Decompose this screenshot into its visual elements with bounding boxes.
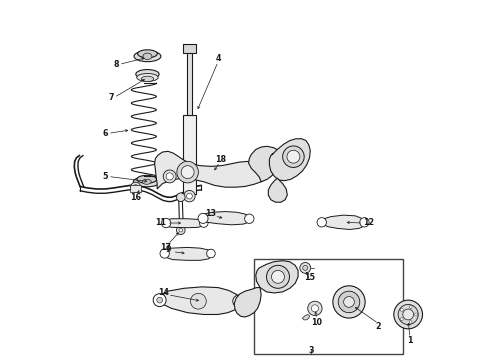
Polygon shape — [200, 212, 250, 225]
Ellipse shape — [141, 76, 154, 82]
Circle shape — [267, 265, 290, 288]
Circle shape — [187, 193, 192, 199]
Circle shape — [360, 218, 369, 227]
Text: 17: 17 — [160, 243, 171, 252]
Bar — [183, 116, 196, 194]
Polygon shape — [270, 139, 310, 181]
Circle shape — [271, 270, 285, 283]
Text: 14: 14 — [158, 288, 169, 297]
Circle shape — [317, 218, 326, 227]
Ellipse shape — [137, 73, 158, 81]
Circle shape — [131, 182, 141, 192]
Polygon shape — [163, 247, 212, 260]
Circle shape — [177, 161, 198, 183]
Text: 1: 1 — [407, 336, 413, 345]
Circle shape — [308, 301, 322, 316]
Circle shape — [415, 313, 417, 316]
Text: 8: 8 — [113, 60, 119, 69]
Text: 3: 3 — [309, 346, 314, 355]
Text: 9: 9 — [165, 246, 171, 255]
Ellipse shape — [137, 175, 157, 183]
Circle shape — [184, 190, 195, 202]
Text: 6: 6 — [102, 129, 108, 138]
Ellipse shape — [142, 179, 151, 184]
Polygon shape — [164, 219, 205, 228]
Ellipse shape — [134, 51, 161, 62]
Polygon shape — [302, 315, 310, 320]
Circle shape — [300, 262, 311, 273]
Ellipse shape — [138, 50, 157, 58]
Circle shape — [409, 306, 412, 309]
Circle shape — [311, 305, 318, 312]
Circle shape — [179, 228, 183, 232]
Bar — [130, 185, 141, 192]
Text: 18: 18 — [215, 155, 226, 164]
Ellipse shape — [136, 69, 159, 79]
Circle shape — [207, 249, 215, 258]
Circle shape — [191, 293, 206, 309]
Circle shape — [233, 295, 245, 307]
Polygon shape — [319, 215, 366, 229]
Circle shape — [245, 214, 254, 224]
Circle shape — [166, 173, 173, 180]
Circle shape — [303, 265, 308, 270]
Polygon shape — [155, 151, 271, 189]
Circle shape — [400, 309, 403, 311]
Circle shape — [343, 297, 354, 307]
Text: 13: 13 — [205, 209, 217, 218]
Ellipse shape — [143, 53, 152, 59]
Circle shape — [283, 146, 304, 167]
Circle shape — [394, 300, 422, 329]
Polygon shape — [269, 178, 287, 202]
Bar — [183, 44, 196, 53]
Circle shape — [398, 305, 418, 324]
Circle shape — [236, 299, 242, 304]
Circle shape — [287, 150, 300, 163]
Polygon shape — [234, 288, 261, 317]
Circle shape — [161, 219, 171, 228]
Polygon shape — [256, 261, 298, 293]
Circle shape — [333, 286, 365, 318]
Text: 15: 15 — [304, 273, 315, 282]
Bar — [187, 51, 192, 116]
Circle shape — [403, 309, 414, 320]
Circle shape — [338, 291, 360, 313]
Polygon shape — [157, 287, 241, 315]
Circle shape — [153, 294, 166, 307]
Circle shape — [199, 219, 208, 227]
Circle shape — [176, 193, 185, 202]
Circle shape — [181, 166, 194, 179]
Text: 2: 2 — [376, 322, 381, 331]
Circle shape — [198, 213, 208, 224]
Circle shape — [133, 185, 138, 190]
Text: 12: 12 — [363, 218, 374, 227]
Ellipse shape — [133, 177, 160, 187]
Text: 4: 4 — [215, 54, 221, 63]
Circle shape — [163, 170, 176, 183]
Circle shape — [160, 249, 170, 258]
Polygon shape — [248, 146, 284, 182]
Text: 16: 16 — [130, 193, 142, 202]
Text: 5: 5 — [102, 172, 108, 181]
Text: 7: 7 — [109, 93, 114, 102]
Circle shape — [157, 297, 163, 303]
Text: 11: 11 — [155, 218, 166, 227]
Text: 10: 10 — [311, 318, 322, 327]
Circle shape — [176, 226, 185, 234]
Bar — [254, 259, 403, 354]
Circle shape — [400, 318, 403, 320]
Circle shape — [409, 320, 412, 323]
